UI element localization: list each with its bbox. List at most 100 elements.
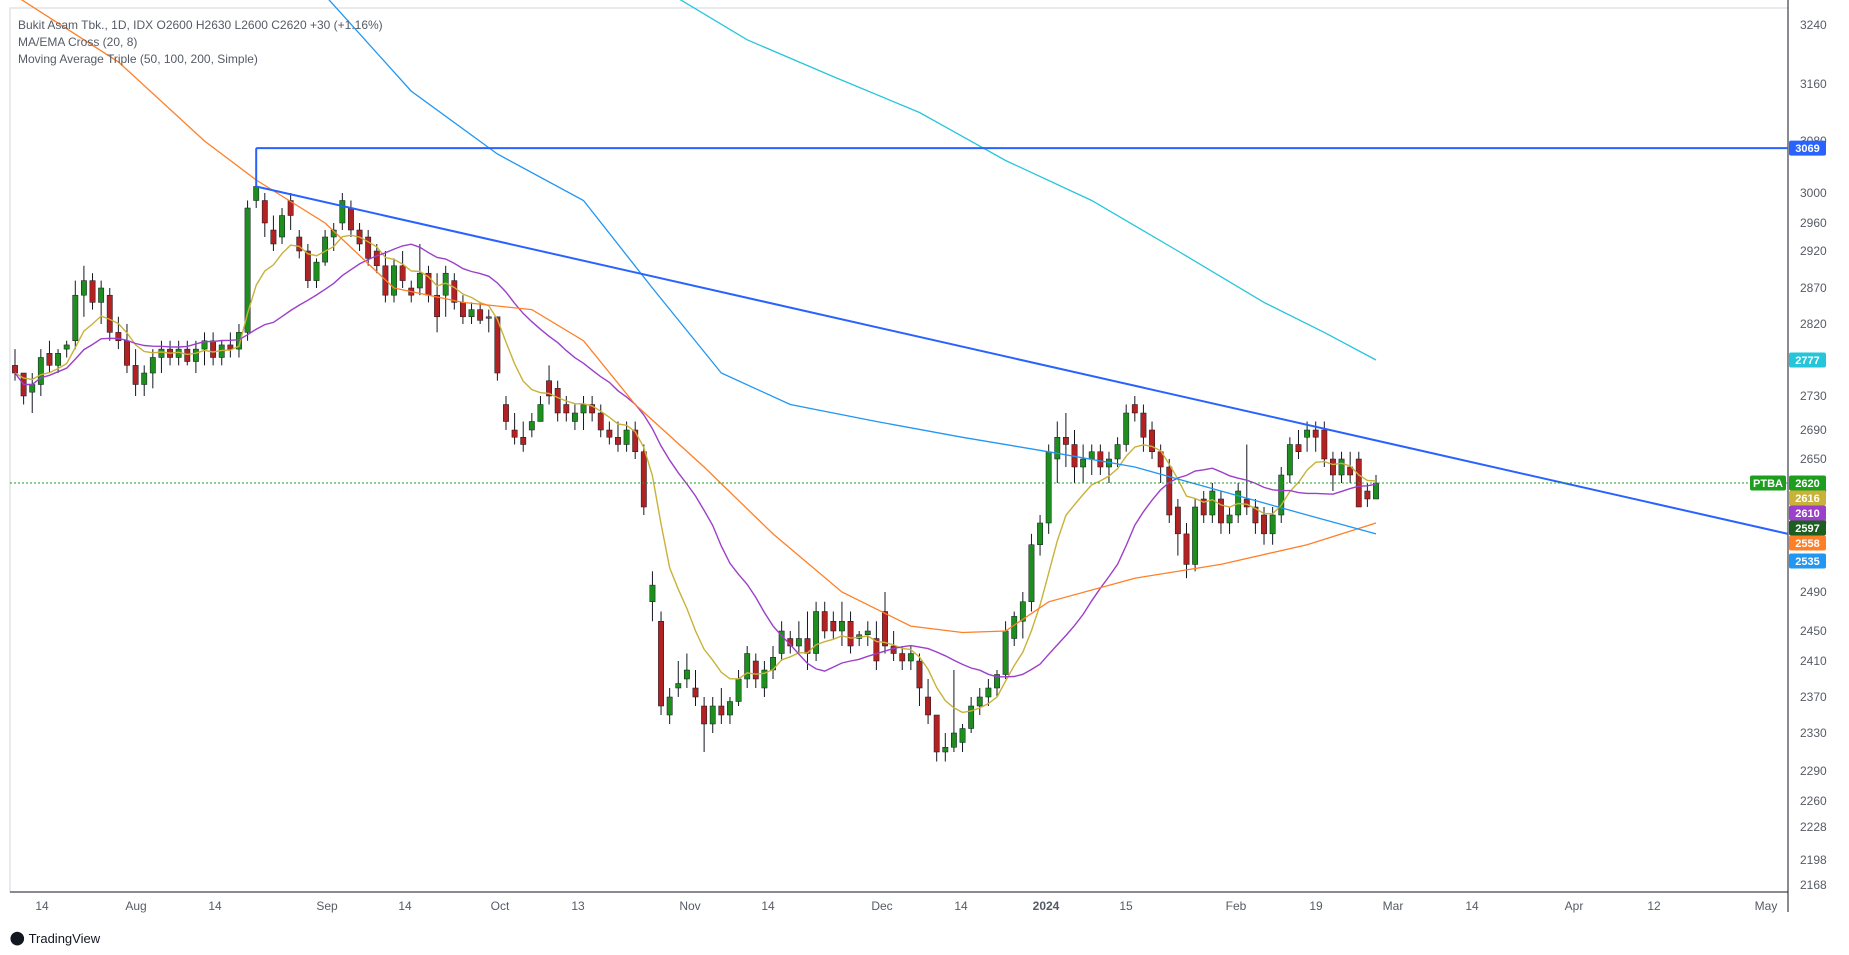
symbol-badge: PTBA bbox=[1750, 475, 1786, 491]
candle-body bbox=[580, 404, 587, 414]
candle-body bbox=[692, 687, 699, 698]
price-badge: 2558 bbox=[1789, 535, 1826, 551]
candle-body bbox=[106, 294, 113, 333]
candle bbox=[442, 265, 449, 317]
candle bbox=[744, 646, 751, 688]
candle bbox=[649, 571, 656, 622]
candle bbox=[261, 193, 268, 237]
candle-body bbox=[1200, 498, 1207, 516]
y-tick-label: 2820 bbox=[1800, 317, 1827, 331]
candle-body bbox=[434, 294, 441, 318]
candle bbox=[201, 332, 208, 366]
candle bbox=[821, 601, 828, 639]
candle bbox=[847, 611, 854, 654]
candle-body bbox=[744, 653, 751, 680]
candle-body bbox=[1252, 506, 1259, 524]
candle-body bbox=[1338, 458, 1345, 476]
candle-body bbox=[1019, 601, 1026, 622]
candle-body bbox=[830, 621, 837, 632]
candle bbox=[1131, 396, 1138, 422]
candle bbox=[994, 670, 1000, 697]
candle-body bbox=[1080, 458, 1087, 468]
candle bbox=[916, 653, 923, 706]
candle-body bbox=[1011, 616, 1018, 639]
candle bbox=[839, 601, 845, 646]
candle-body bbox=[158, 348, 165, 358]
candle-body bbox=[985, 687, 992, 698]
candle bbox=[287, 193, 294, 230]
candle bbox=[1304, 421, 1311, 452]
candle bbox=[1123, 404, 1130, 452]
plot-frame bbox=[9, 7, 1789, 893]
candle bbox=[1286, 437, 1293, 483]
candle bbox=[373, 244, 380, 274]
y-tick-label: 3240 bbox=[1800, 18, 1827, 32]
candle-body bbox=[1028, 544, 1035, 603]
candle bbox=[856, 631, 863, 646]
candle bbox=[1045, 444, 1052, 534]
candle bbox=[1252, 499, 1259, 534]
candle-body bbox=[615, 437, 621, 445]
candle bbox=[925, 679, 931, 724]
candle-body bbox=[1330, 458, 1336, 476]
candle-body bbox=[554, 388, 561, 414]
candle-body bbox=[485, 316, 492, 319]
candle-body bbox=[253, 186, 260, 201]
candle bbox=[296, 230, 303, 259]
candle bbox=[1278, 467, 1285, 523]
candle bbox=[1330, 451, 1336, 491]
candle-body bbox=[304, 250, 311, 281]
candle-body bbox=[623, 429, 630, 445]
price-badge: 2535 bbox=[1789, 553, 1826, 569]
candle bbox=[597, 404, 604, 438]
candle-body bbox=[907, 653, 914, 662]
candle bbox=[985, 679, 992, 706]
candle-body bbox=[701, 705, 708, 725]
candle-body bbox=[899, 653, 906, 662]
y-tick-label: 2960 bbox=[1800, 216, 1827, 230]
y-tick-label: 2650 bbox=[1800, 452, 1827, 466]
candle bbox=[477, 302, 484, 324]
candle bbox=[1080, 444, 1087, 483]
price-badge-bg bbox=[1789, 140, 1826, 156]
candle bbox=[1149, 421, 1155, 459]
candle bbox=[959, 724, 966, 752]
candle bbox=[752, 653, 759, 688]
x-tick-label: 19 bbox=[1309, 899, 1323, 913]
candle-body bbox=[1226, 514, 1233, 524]
candle bbox=[279, 208, 285, 244]
candle-body bbox=[279, 215, 285, 238]
candle-body bbox=[270, 229, 277, 245]
candle-body bbox=[55, 353, 61, 366]
candle-body bbox=[339, 200, 346, 224]
brand-name: TradingView bbox=[28, 930, 101, 946]
descending-trendline bbox=[255, 185, 1789, 535]
candle-body bbox=[511, 429, 518, 438]
candle-body bbox=[761, 669, 768, 689]
tradingview-branding[interactable]: ⬤ TradingView bbox=[10, 930, 100, 946]
price-badge-label: 2558 bbox=[1795, 538, 1819, 550]
y-tick-label: 3000 bbox=[1800, 186, 1827, 200]
candle bbox=[106, 288, 113, 341]
price-badge: 2616 bbox=[1789, 490, 1826, 506]
candle-body bbox=[1062, 437, 1069, 445]
candle-body bbox=[571, 412, 578, 422]
candle bbox=[813, 601, 820, 661]
candle bbox=[1166, 459, 1173, 523]
legend-symbol-line: Bukit Asam Tbk., 1D, IDX O2600 H2630 L26… bbox=[18, 18, 383, 32]
candle bbox=[1106, 451, 1112, 483]
candle bbox=[1037, 515, 1043, 556]
candle bbox=[1192, 499, 1199, 572]
candle-body bbox=[735, 678, 742, 702]
y-tick-label: 2370 bbox=[1800, 690, 1827, 704]
candle-body bbox=[1183, 533, 1190, 565]
x-tick-label: 2024 bbox=[1033, 899, 1060, 913]
candle-body bbox=[124, 340, 130, 366]
candle-body bbox=[606, 429, 613, 438]
candle-body bbox=[1192, 506, 1199, 565]
candle-body bbox=[890, 645, 897, 654]
candle bbox=[63, 340, 70, 358]
candle bbox=[1355, 451, 1362, 508]
x-tick-label: 14 bbox=[761, 899, 775, 913]
